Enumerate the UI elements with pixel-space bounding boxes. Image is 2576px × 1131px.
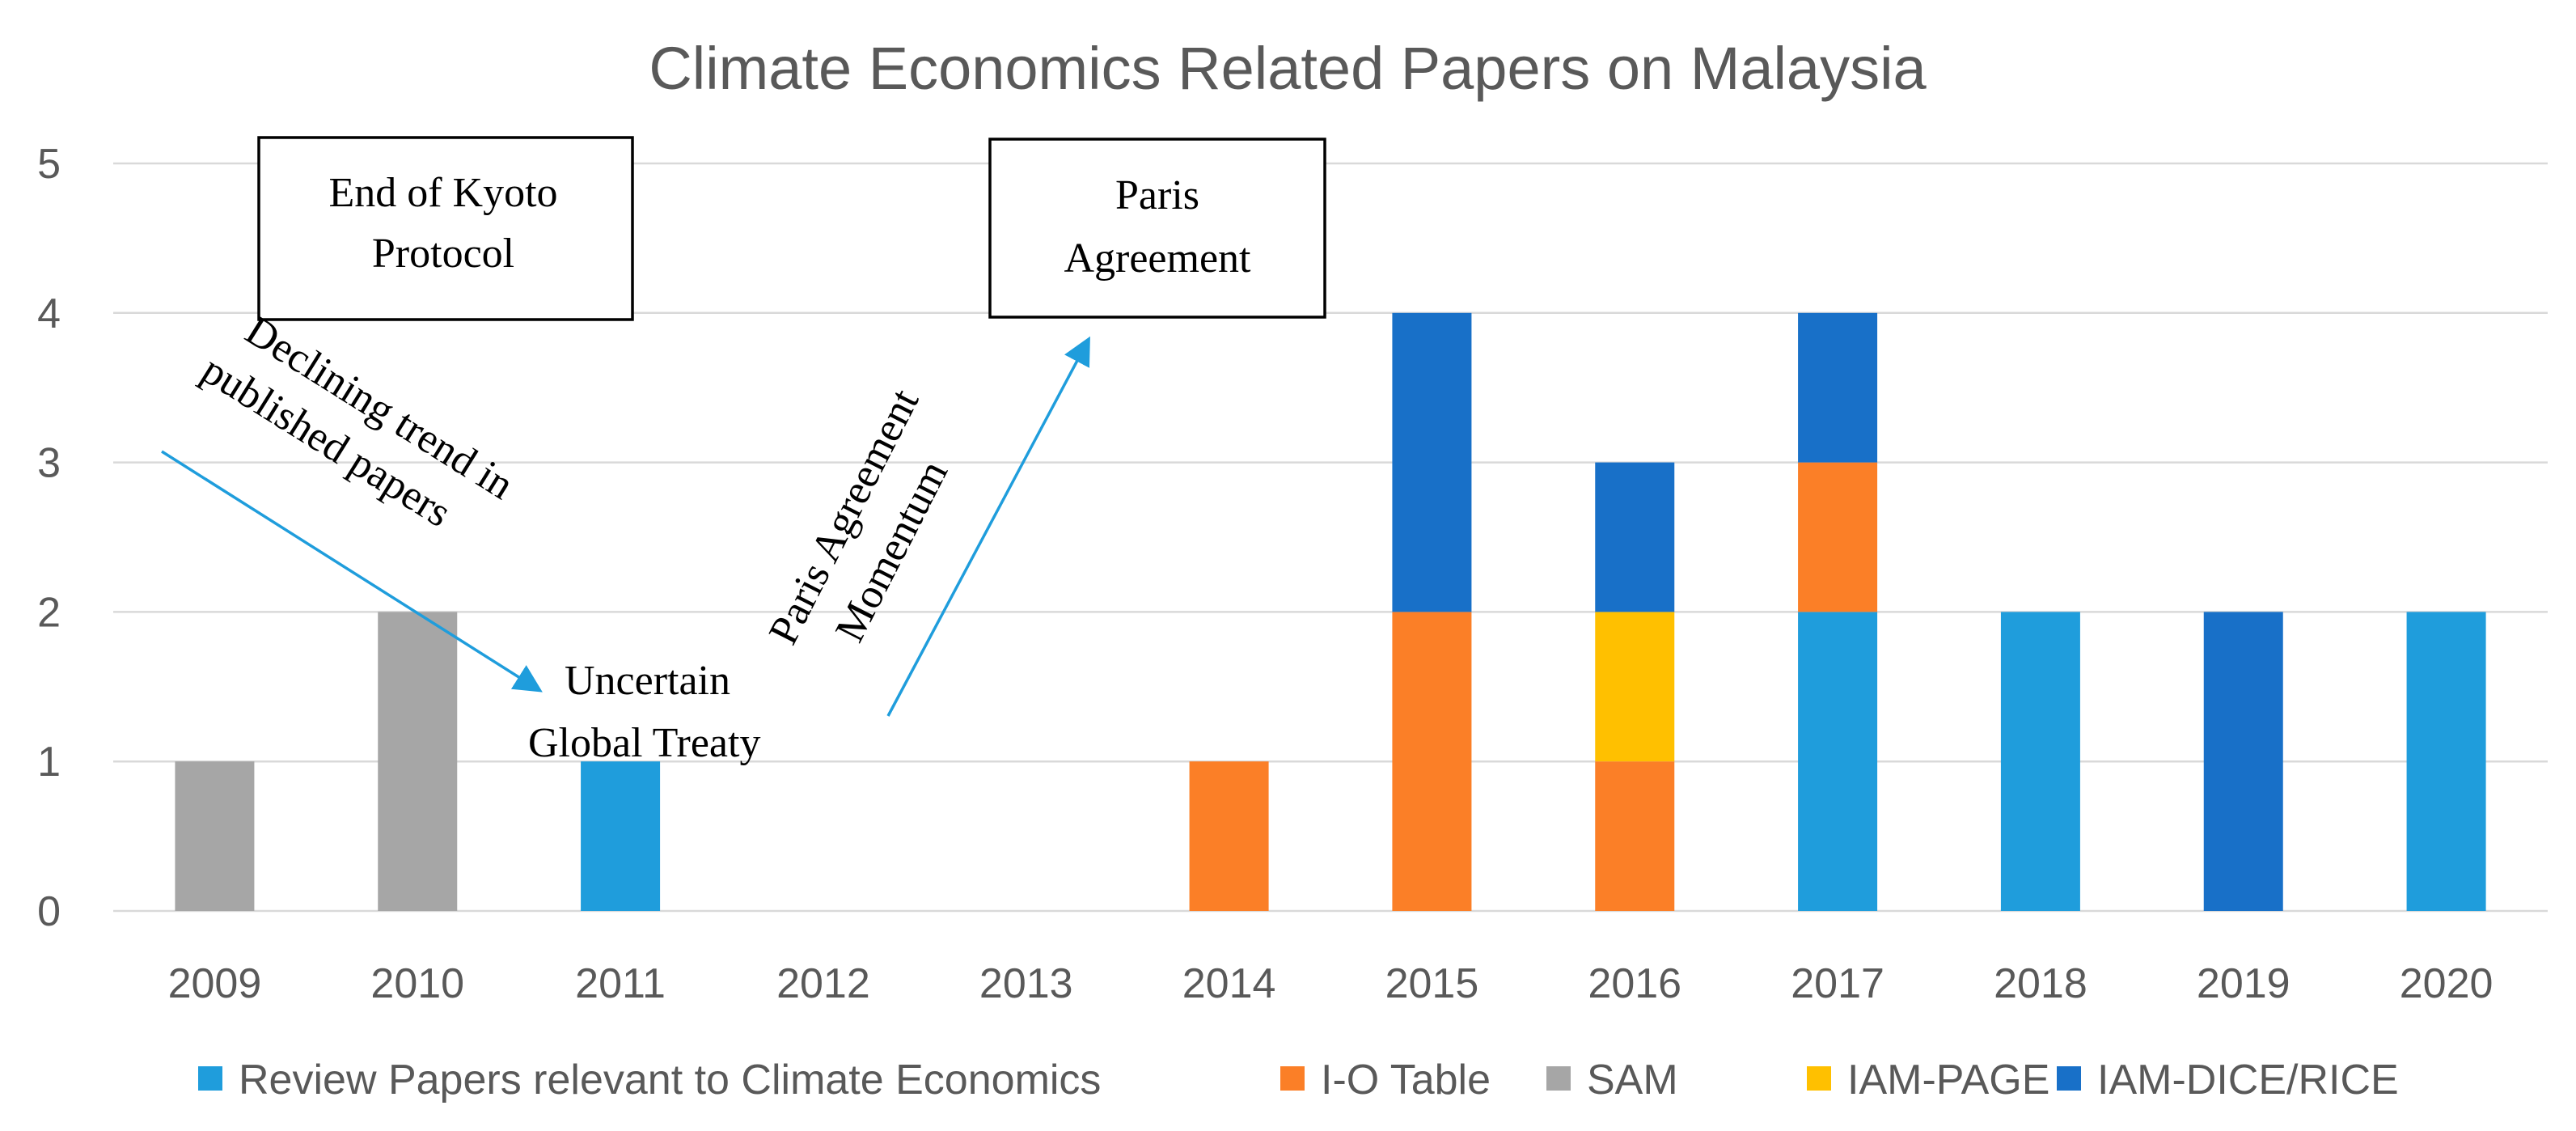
annotations: End of Kyoto Protocol Paris Agreement De… — [161, 136, 1326, 766]
y-tick-label: 3 — [37, 440, 61, 487]
legend-label-2: SAM — [1587, 1057, 1678, 1103]
legend-label-3: IAM-PAGE — [1847, 1057, 2049, 1103]
declining-trend-arrow — [161, 450, 543, 693]
bar-2017-series-4 — [1798, 312, 1878, 463]
x-tick-label: 2016 — [1588, 960, 1681, 1007]
legend-label-4: IAM-DICE/RICE — [2097, 1057, 2399, 1103]
bar-series — [175, 312, 2486, 911]
paris-annotation-line-1: Paris — [1115, 172, 1199, 218]
legend-label-0: Review Papers relevant to Climate Econom… — [239, 1057, 1101, 1103]
bar-2017-series-1 — [1798, 462, 1878, 612]
bar-2020-series-0 — [2406, 612, 2486, 911]
x-tick-label: 2013 — [979, 960, 1073, 1007]
x-tick-label: 2020 — [2400, 960, 2494, 1007]
bar-2010-series-2 — [378, 612, 458, 911]
legend: Review Papers relevant to Climate Econom… — [198, 1057, 2399, 1103]
kyoto-annotation-line-1: End of Kyoto — [328, 170, 557, 216]
y-tick-label: 4 — [37, 290, 61, 337]
kyoto-annotation-box — [257, 136, 634, 321]
x-tick-label: 2019 — [2197, 960, 2290, 1007]
bar-2016-series-3 — [1595, 612, 1675, 762]
x-tick-label: 2012 — [776, 960, 870, 1007]
y-tick-label: 2 — [37, 589, 61, 636]
bar-2018-series-0 — [2000, 612, 2080, 911]
x-tick-label: 2011 — [575, 960, 666, 1007]
bar-2016-series-4 — [1595, 462, 1675, 612]
bar-2015-series-4 — [1392, 312, 1472, 612]
bar-2015-series-1 — [1392, 612, 1472, 911]
x-tick-label: 2017 — [1791, 960, 1884, 1007]
bar-2009-series-2 — [175, 761, 255, 911]
momentum-arrow — [886, 336, 1090, 717]
legend-swatch-1 — [1280, 1066, 1305, 1091]
x-axis-ticks: 2009 2010 2011 2012 2013 2014 2015 2016 2017 2018… — [168, 960, 2494, 1007]
x-tick-label: 2014 — [1182, 960, 1276, 1007]
bar-2011-series-0 — [581, 761, 661, 911]
y-tick-label: 1 — [37, 739, 61, 786]
legend-label-1: I-O Table — [1321, 1057, 1491, 1103]
y-tick-label: 0 — [37, 888, 61, 935]
chart-title: Climate Economics Related Papers on Mala… — [649, 35, 1927, 102]
x-tick-label: 2010 — [370, 960, 464, 1007]
paris-annotation-box — [988, 138, 1326, 319]
y-axis-ticks: 0 1 2 3 4 5 — [37, 141, 61, 935]
legend-swatch-4 — [2057, 1066, 2081, 1091]
uncertain-treaty-line-1: Uncertain — [565, 658, 730, 704]
x-tick-label: 2009 — [168, 960, 262, 1007]
bar-2016-series-1 — [1595, 761, 1675, 911]
legend-swatch-2 — [1546, 1066, 1571, 1091]
y-tick-label: 5 — [37, 141, 61, 188]
kyoto-annotation-line-2: Protocol — [372, 231, 514, 277]
x-tick-label: 2018 — [1994, 960, 2087, 1007]
bar-2019-series-4 — [2203, 612, 2283, 911]
bar-2017-series-0 — [1798, 612, 1878, 911]
x-tick-label: 2015 — [1385, 960, 1479, 1007]
uncertain-treaty-line-2: Global Treaty — [528, 720, 760, 766]
bar-2014-series-1 — [1189, 761, 1269, 911]
paris-annotation-line-2: Agreement — [1064, 235, 1251, 282]
legend-swatch-3 — [1807, 1066, 1831, 1091]
legend-swatch-0 — [198, 1066, 222, 1091]
